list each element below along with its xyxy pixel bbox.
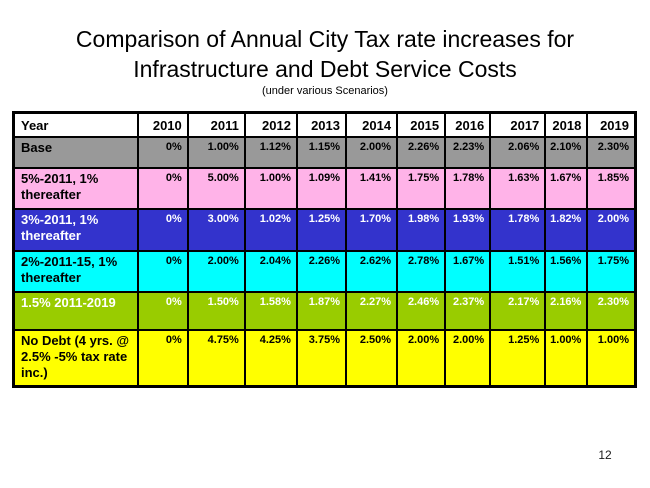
tax-rate-value-cell: 1.15% bbox=[295, 135, 348, 169]
tax-rate-value-cell: 1.58% bbox=[243, 290, 298, 331]
tax-rate-value-cell: 1.00% bbox=[186, 135, 246, 169]
tax-rate-value-cell: 0% bbox=[136, 249, 189, 293]
tax-rate-value-cell: 1.51% bbox=[489, 249, 547, 293]
year-header: 2019 bbox=[586, 111, 637, 138]
tax-rate-value-cell: 2.00% bbox=[396, 328, 447, 388]
tax-rate-value-cell: 1.93% bbox=[444, 207, 492, 252]
tax-rate-value-cell: 3.75% bbox=[295, 328, 348, 388]
tax-rate-value-cell: 1.78% bbox=[444, 166, 492, 210]
tax-rate-value-cell: 2.06% bbox=[489, 135, 547, 169]
tax-rate-value-cell: 1.63% bbox=[489, 166, 547, 210]
year-header: 2016 bbox=[444, 111, 492, 138]
tax-rate-comparison-table: Year 2010 2011 2012 2013 2014 2015 2016 2017 2018… bbox=[12, 111, 637, 388]
scenario-label: 1.5% 2011-2019 bbox=[12, 290, 139, 331]
scenario-label: 5%-2011, 1% thereafter bbox=[12, 166, 139, 210]
tax-rate-value-cell: 1.75% bbox=[396, 166, 447, 210]
slide-title-line-1: Comparison of Annual City Tax rate incre… bbox=[75, 26, 575, 52]
tax-rate-value-cell: 2.30% bbox=[586, 135, 637, 169]
tax-rate-value-cell: 1.02% bbox=[243, 207, 298, 252]
tax-rate-value-cell: 2.23% bbox=[444, 135, 492, 169]
year-header: 2017 bbox=[489, 111, 547, 138]
scenario-label: Base bbox=[12, 135, 139, 169]
scenario-row: 5%-2011, 1% thereafter 0% 5.00% 1.00% 1.09% 1… bbox=[12, 166, 637, 210]
tax-rate-value-cell: 2.00% bbox=[186, 249, 246, 293]
tax-rate-value-cell: 2.04% bbox=[243, 249, 298, 293]
tax-rate-value-cell: 5.00% bbox=[186, 166, 246, 210]
scenario-row: 3%-2011, 1% thereafter 0% 3.00% 1.02% 1.25% 1… bbox=[12, 207, 637, 252]
tax-rate-value-cell: 1.00% bbox=[243, 166, 298, 210]
tax-rate-value-cell: 1.09% bbox=[295, 166, 348, 210]
tax-rate-value-cell: 1.87% bbox=[295, 290, 348, 331]
tax-rate-value-cell: 1.12% bbox=[243, 135, 298, 169]
tax-rate-value-cell: 2.30% bbox=[586, 290, 637, 331]
scenario-label: 3%-2011, 1% thereafter bbox=[12, 207, 139, 252]
tax-rate-value-cell: 1.25% bbox=[295, 207, 348, 252]
year-header: 2011 bbox=[186, 111, 246, 138]
tax-rate-value-cell: 3.00% bbox=[186, 207, 246, 252]
tax-rate-value-cell: 2.00% bbox=[344, 135, 399, 169]
tax-rate-value-cell: 1.25% bbox=[489, 328, 547, 388]
scenario-row: No Debt (4 yrs. @ 2.5% -5% tax rate inc.… bbox=[12, 328, 637, 388]
tax-rate-value-cell: 2.37% bbox=[444, 290, 492, 331]
tax-rate-value-cell: 1.78% bbox=[489, 207, 547, 252]
tax-rate-value-cell: 0% bbox=[136, 207, 189, 252]
tax-rate-value-cell: 2.00% bbox=[586, 207, 637, 252]
tax-rate-value-cell: 2.00% bbox=[444, 328, 492, 388]
page-number: 12 bbox=[598, 448, 612, 462]
tax-rate-value-cell: 1.82% bbox=[544, 207, 589, 252]
slide-subtitle: (under various Scenarios) bbox=[262, 85, 388, 97]
scenario-row: Base 0% 1.00% 1.12% 1.15% 2.00% 2.26% 2.23% 2.06… bbox=[12, 135, 637, 169]
year-header: 2010 bbox=[136, 111, 189, 138]
tax-rate-value-cell: 0% bbox=[136, 166, 189, 210]
slide-title-line-2: Infrastructure and Debt Service Costs bbox=[133, 56, 517, 82]
tax-rate-value-cell: 2.50% bbox=[344, 328, 399, 388]
year-header: 2013 bbox=[295, 111, 348, 138]
scenario-row: 1.5% 2011-2019 0% 1.50% 1.58% 1.87% 2.27% 2.46… bbox=[12, 290, 637, 331]
year-header: 2012 bbox=[243, 111, 298, 138]
tax-rate-value-cell: 1.85% bbox=[586, 166, 637, 210]
tax-rate-value-cell: 1.75% bbox=[586, 249, 637, 293]
tax-rate-value-cell: 2.62% bbox=[344, 249, 399, 293]
year-header: 2015 bbox=[396, 111, 447, 138]
tax-rate-value-cell: 0% bbox=[136, 290, 189, 331]
tax-rate-value-cell: 2.10% bbox=[544, 135, 589, 169]
tax-rate-value-cell: 4.75% bbox=[186, 328, 246, 388]
scenario-label: 2%-2011-15, 1% thereafter bbox=[12, 249, 139, 293]
year-header: 2014 bbox=[344, 111, 399, 138]
tax-rate-value-cell: 1.98% bbox=[396, 207, 447, 252]
tax-rate-value-cell: 2.26% bbox=[396, 135, 447, 169]
slide-title: Comparison of Annual City Tax rate incre… bbox=[0, 24, 650, 84]
tax-rate-value-cell: 2.17% bbox=[489, 290, 547, 331]
tax-rate-value-cell: 2.78% bbox=[396, 249, 447, 293]
tax-rate-value-cell: 1.50% bbox=[186, 290, 246, 331]
year-header: 2018 bbox=[544, 111, 589, 138]
tax-rate-value-cell: 2.27% bbox=[344, 290, 399, 331]
table-header-row: Year 2010 2011 2012 2013 2014 2015 2016 2017 2018… bbox=[12, 111, 637, 138]
tax-rate-value-cell: 1.67% bbox=[444, 249, 492, 293]
scenario-label: No Debt (4 yrs. @ 2.5% -5% tax rate inc.… bbox=[12, 328, 139, 388]
tax-rate-value-cell: 2.46% bbox=[396, 290, 447, 331]
tax-rate-value-cell: 1.67% bbox=[544, 166, 589, 210]
tax-rate-value-cell: 4.25% bbox=[243, 328, 298, 388]
year-column-header: Year bbox=[12, 111, 139, 138]
tax-rate-value-cell: 1.56% bbox=[544, 249, 589, 293]
tax-rate-value-cell: 1.00% bbox=[544, 328, 589, 388]
tax-rate-value-cell: 1.41% bbox=[344, 166, 399, 210]
scenario-row: 2%-2011-15, 1% thereafter 0% 2.00% 2.04% 2.2… bbox=[12, 249, 637, 293]
tax-rate-value-cell: 0% bbox=[136, 328, 189, 388]
tax-rate-value-cell: 2.26% bbox=[295, 249, 348, 293]
tax-rate-value-cell: 0% bbox=[136, 135, 189, 169]
tax-rate-value-cell: 2.16% bbox=[544, 290, 589, 331]
tax-rate-value-cell: 1.70% bbox=[344, 207, 399, 252]
tax-rate-value-cell: 1.00% bbox=[586, 328, 637, 388]
